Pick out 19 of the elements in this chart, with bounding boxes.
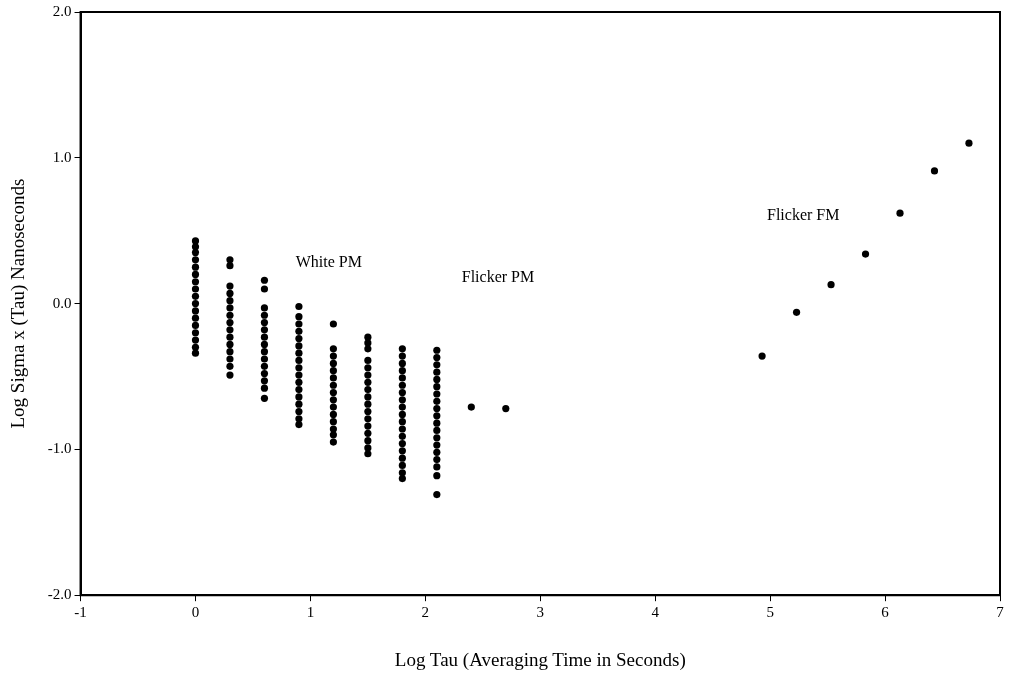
y-tick-label: -1.0 — [47, 440, 72, 457]
x-tick-label: 3 — [536, 604, 545, 621]
x-tick-label: 0 — [191, 604, 200, 621]
x-tick-label: 4 — [651, 604, 660, 621]
x-tick-label: 2 — [421, 604, 430, 621]
x-tick-label: 1 — [306, 604, 315, 621]
x-tick-label: 7 — [996, 604, 1005, 621]
x-tick-label: 5 — [766, 604, 774, 621]
x-tick-label: 6 — [881, 604, 890, 621]
y-tick-label: 0.0 — [52, 294, 72, 311]
y-tick-label: -2.0 — [47, 586, 72, 603]
annotation: Flicker PM — [461, 267, 535, 285]
x-axis-title: Log Tau (Averaging Time in Seconds) — [394, 648, 686, 671]
x-tick-label: -1 — [74, 604, 87, 621]
y-tick-label: 2.0 — [52, 2, 72, 19]
y-axis-title: Log Sigma x (Tau) Nanoseconds — [7, 178, 30, 429]
y-tick-label: 1.0 — [52, 148, 72, 165]
annotation: Flicker FM — [767, 206, 840, 224]
annotation: White PM — [295, 252, 362, 270]
